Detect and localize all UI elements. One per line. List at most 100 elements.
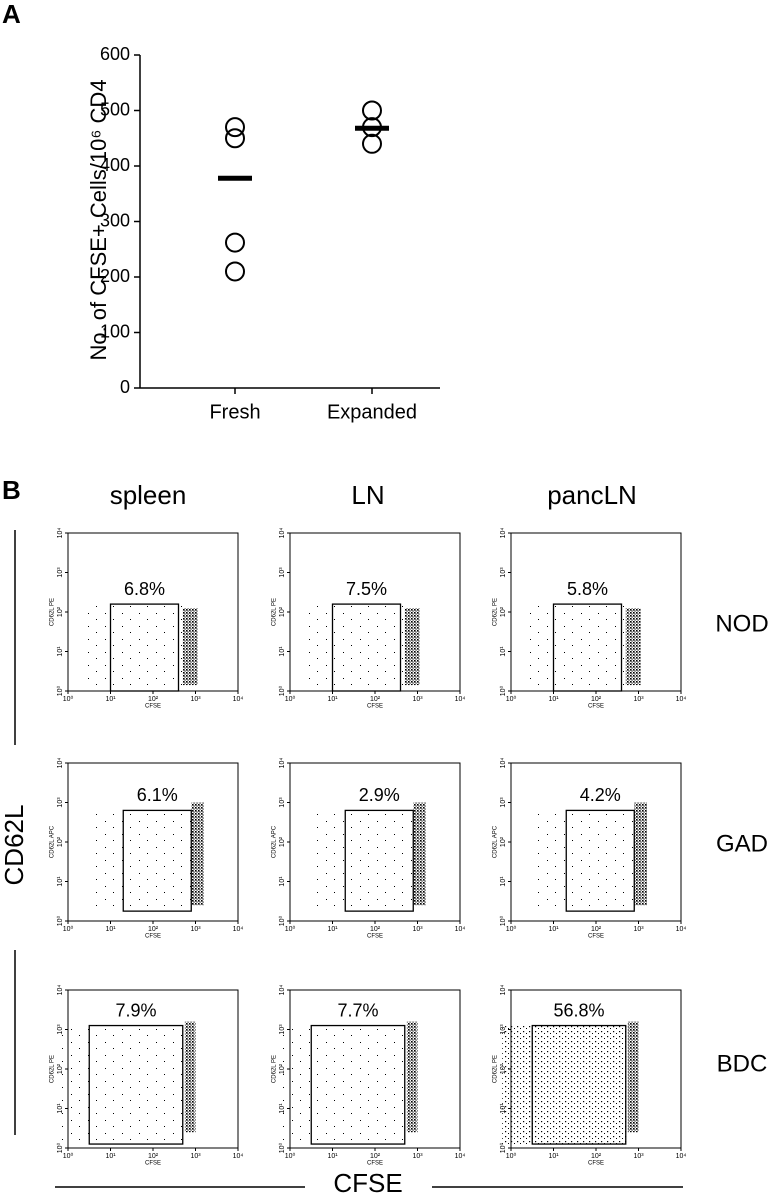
y-tick-label: 10¹ <box>500 1103 507 1114</box>
panel-label: B <box>2 475 21 505</box>
gate <box>565 809 635 912</box>
gate <box>344 809 414 912</box>
events-dense <box>184 1021 196 1133</box>
x-tick-label: 10⁰ <box>506 925 517 933</box>
x-tick-label: 10³ <box>633 1153 644 1160</box>
y-tick-label: 0 <box>120 377 130 397</box>
y-tick-label: 10³ <box>500 1024 507 1035</box>
data-point <box>362 100 382 121</box>
y-tick-label: 10² <box>500 836 507 847</box>
gate-percent: 5.8% <box>567 579 608 599</box>
plot-xlabel: CFSE <box>588 934 604 940</box>
plot-ylabel: CD62L PE <box>493 1055 499 1083</box>
events-dense <box>191 802 204 906</box>
y-tick-label: 10¹ <box>57 646 64 657</box>
y-tick-label: 10⁰ <box>278 1143 286 1154</box>
x-tick-label: 10⁰ <box>506 695 517 703</box>
plot-xlabel: CFSE <box>367 1161 383 1167</box>
events-sparse <box>502 1025 628 1145</box>
y-tick-label: 10² <box>279 606 286 617</box>
plot-ylabel: CD62L PE <box>50 1055 56 1083</box>
gate-percent: 7.7% <box>337 1000 378 1020</box>
x-tick-label: 10² <box>591 926 602 933</box>
y-tick-label: 10⁰ <box>499 1143 507 1154</box>
y-tick-label: 200 <box>100 266 130 286</box>
y-tick-label: 10⁴ <box>57 985 64 996</box>
gate-percent: 2.9% <box>359 785 400 805</box>
gate <box>531 1024 627 1145</box>
x-tick-label: Fresh <box>209 401 260 423</box>
y-tick-label: 10¹ <box>279 1103 286 1114</box>
plot-ylabel: CD62L PE <box>493 598 499 626</box>
x-tick-label: 10³ <box>412 696 423 703</box>
events-sparse <box>302 604 405 691</box>
x-tick-label: 10² <box>370 696 381 703</box>
x-title: CFSE <box>333 1168 402 1198</box>
x-tick-label: 10⁴ <box>233 1153 244 1160</box>
y-tick-label: 10⁴ <box>279 528 286 539</box>
y-tick-label: 10⁰ <box>499 686 507 697</box>
y-tick-label: 600 <box>100 44 130 64</box>
x-tick-label: 10¹ <box>548 1153 559 1160</box>
x-tick-label: 10³ <box>190 926 201 933</box>
events-dense <box>406 1021 418 1133</box>
plot-xlabel: CFSE <box>145 704 161 710</box>
y-tick-label: 10⁴ <box>500 528 507 539</box>
plot-ylabel: CD62L APC <box>272 825 278 858</box>
x-tick-label: 10⁰ <box>63 1152 74 1160</box>
x-tick-label: 10⁰ <box>285 925 296 933</box>
x-tick-label: 10⁰ <box>506 1152 517 1160</box>
x-tick-label: 10¹ <box>105 1153 116 1160</box>
y-tick-label: 10² <box>500 1063 507 1074</box>
x-tick-label: 10² <box>148 1153 159 1160</box>
y-tick-label: 10⁴ <box>57 758 64 769</box>
column-header: LN <box>351 480 384 510</box>
y-tick-label: 10³ <box>500 797 507 808</box>
y-tick-label: 10⁰ <box>278 686 286 697</box>
x-tick-label: 10⁴ <box>455 1153 466 1160</box>
plot-ylabel: CD62L APC <box>50 825 56 858</box>
column-header: pancLN <box>547 480 637 510</box>
events-sparse <box>523 604 626 691</box>
gate <box>552 603 623 692</box>
data-point <box>362 133 382 154</box>
plot-ylabel: CD62L PE <box>50 598 56 626</box>
row-label: BDC <box>717 1050 768 1077</box>
x-tick-label: 10⁰ <box>63 695 74 703</box>
x-tick-label: 10⁴ <box>676 1153 687 1160</box>
y-axis-title: No. of CFSE+ Cells/10⁶ CD4 <box>86 79 111 360</box>
y-tick-label: 10² <box>57 606 64 617</box>
gate <box>122 809 192 912</box>
events-sparse <box>536 810 635 912</box>
x-tick-label: 10⁴ <box>233 696 244 703</box>
y-title: CD62L <box>0 805 29 886</box>
x-tick-label: 10⁰ <box>285 1152 296 1160</box>
y-tick-label: 10⁴ <box>279 758 286 769</box>
x-tick-label: 10³ <box>633 696 644 703</box>
y-tick-label: 400 <box>100 155 130 175</box>
x-tick-label: 10¹ <box>548 696 559 703</box>
y-tick-label: 10¹ <box>57 876 64 887</box>
events-dense <box>413 802 426 906</box>
data-point <box>225 261 245 282</box>
x-tick-label: 10⁰ <box>285 695 296 703</box>
gate <box>88 1024 184 1145</box>
y-tick-label: 10² <box>57 836 64 847</box>
events-sparse <box>315 810 414 912</box>
plot-ylabel: CD62L APC <box>493 825 499 858</box>
gate <box>331 603 402 692</box>
x-tick-label: 10¹ <box>327 926 338 933</box>
y-tick-label: 10⁴ <box>279 985 286 996</box>
y-tick-label: 10¹ <box>500 646 507 657</box>
y-tick-label: 10³ <box>57 567 64 578</box>
x-tick-label: 10¹ <box>105 926 116 933</box>
x-tick-label: 10³ <box>412 1153 423 1160</box>
x-tick-label: 10¹ <box>548 926 559 933</box>
y-tick-label: 10¹ <box>57 1103 64 1114</box>
x-tick-label: 10⁴ <box>233 926 244 933</box>
x-tick-label: Expanded <box>327 401 417 423</box>
data-point <box>225 117 245 138</box>
x-tick-label: 10² <box>591 696 602 703</box>
y-tick-label: 10³ <box>500 567 507 578</box>
